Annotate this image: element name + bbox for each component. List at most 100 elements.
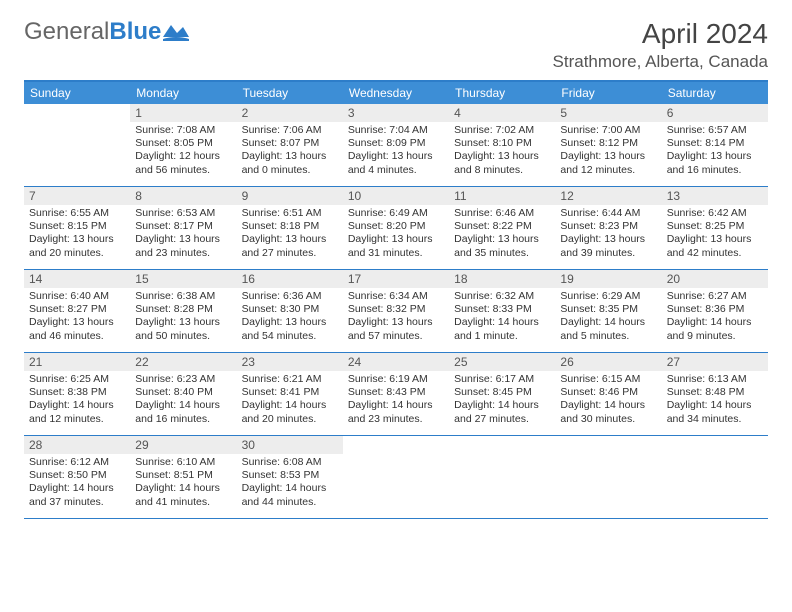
sunset-text: Sunset: 8:38 PM	[29, 386, 125, 399]
sunrise-text: Sunrise: 6:40 AM	[29, 290, 125, 303]
day-number: 27	[667, 355, 680, 369]
day-number-row: 5	[555, 104, 661, 122]
day-number-row: 25	[449, 353, 555, 371]
day-number-row: 2	[237, 104, 343, 122]
day-number: 5	[560, 106, 567, 120]
day-number-row: 22	[130, 353, 236, 371]
daylight-text: Daylight: 13 hours and 57 minutes.	[348, 316, 444, 342]
daylight-text: Daylight: 14 hours and 20 minutes.	[242, 399, 338, 425]
day-number-row: 11	[449, 187, 555, 205]
sunset-text: Sunset: 8:45 PM	[454, 386, 550, 399]
calendar-day: 4Sunrise: 7:02 AMSunset: 8:10 PMDaylight…	[449, 104, 555, 186]
daylight-text: Daylight: 13 hours and 4 minutes.	[348, 150, 444, 176]
sunset-text: Sunset: 8:20 PM	[348, 220, 444, 233]
calendar-day	[449, 436, 555, 518]
daylight-text: Daylight: 13 hours and 54 minutes.	[242, 316, 338, 342]
day-number: 11	[454, 189, 466, 203]
daylight-text: Daylight: 14 hours and 41 minutes.	[135, 482, 231, 508]
sunset-text: Sunset: 8:17 PM	[135, 220, 231, 233]
page-header: GeneralBlue April 2024 Strathmore, Alber…	[24, 18, 768, 72]
logo-text-1: General	[24, 18, 109, 46]
sunrise-text: Sunrise: 7:06 AM	[242, 124, 338, 137]
day-number: 15	[135, 272, 148, 286]
calendar-day: 27Sunrise: 6:13 AMSunset: 8:48 PMDayligh…	[662, 353, 768, 435]
daylight-text: Daylight: 13 hours and 35 minutes.	[454, 233, 550, 259]
month-title: April 2024	[553, 18, 768, 50]
sunset-text: Sunset: 8:50 PM	[29, 469, 125, 482]
daylight-text: Daylight: 14 hours and 9 minutes.	[667, 316, 763, 342]
daylight-text: Daylight: 13 hours and 42 minutes.	[667, 233, 763, 259]
day-number: 3	[348, 106, 355, 120]
calendar-day: 7Sunrise: 6:55 AMSunset: 8:15 PMDaylight…	[24, 187, 130, 269]
sunset-text: Sunset: 8:30 PM	[242, 303, 338, 316]
day-number: 14	[29, 272, 42, 286]
calendar-day	[24, 104, 130, 186]
day-number: 23	[242, 355, 255, 369]
calendar-day: 24Sunrise: 6:19 AMSunset: 8:43 PMDayligh…	[343, 353, 449, 435]
sunrise-text: Sunrise: 6:49 AM	[348, 207, 444, 220]
sunrise-text: Sunrise: 6:15 AM	[560, 373, 656, 386]
sunrise-text: Sunrise: 6:42 AM	[667, 207, 763, 220]
logo-wave-icon	[163, 23, 189, 41]
sunrise-text: Sunrise: 6:36 AM	[242, 290, 338, 303]
calendar-day: 21 Sunrise: 6:25 AMSunset: 8:38 PMDayligh…	[24, 353, 130, 435]
day-number: 21	[29, 355, 42, 369]
calendar-day: 26Sunrise: 6:15 AMSunset: 8:46 PMDayligh…	[555, 353, 661, 435]
day-number: 1	[135, 106, 142, 120]
daylight-text: Daylight: 13 hours and 23 minutes.	[135, 233, 231, 259]
daylight-text: Daylight: 14 hours and 23 minutes.	[348, 399, 444, 425]
calendar-day	[343, 436, 449, 518]
day-number: 26	[560, 355, 573, 369]
day-number-row	[343, 436, 449, 439]
calendar-day: 30Sunrise: 6:08 AMSunset: 8:53 PMDayligh…	[237, 436, 343, 518]
day-number-row: 13	[662, 187, 768, 205]
calendar-day: 16 Sunrise: 6:36 AMSunset: 8:30 PMDayligh…	[237, 270, 343, 352]
calendar-day	[555, 436, 661, 518]
calendar-day: 10Sunrise: 6:49 AMSunset: 8:20 PMDayligh…	[343, 187, 449, 269]
day-number-row: 30	[237, 436, 343, 454]
day-number: 6	[667, 106, 674, 120]
calendar-week: 28Sunrise: 6:12 AMSunset: 8:50 PMDayligh…	[24, 436, 768, 519]
daylight-text: Daylight: 14 hours and 12 minutes.	[29, 399, 125, 425]
sunrise-text: Sunrise: 6:29 AM	[560, 290, 656, 303]
daylight-text: Daylight: 14 hours and 34 minutes.	[667, 399, 763, 425]
sunset-text: Sunset: 8:23 PM	[560, 220, 656, 233]
day-number-row: 14	[24, 270, 130, 288]
day-number: 17	[348, 272, 361, 286]
day-number-row: 21	[24, 353, 130, 371]
daylight-text: Daylight: 13 hours and 46 minutes.	[29, 316, 125, 342]
calendar-week: 7Sunrise: 6:55 AMSunset: 8:15 PMDaylight…	[24, 187, 768, 270]
calendar-day: 6Sunrise: 6:57 AMSunset: 8:14 PMDaylight…	[662, 104, 768, 186]
sunset-text: Sunset: 8:14 PM	[667, 137, 763, 150]
day-number-row: 16	[237, 270, 343, 288]
day-number-row	[555, 436, 661, 439]
sunrise-text: Sunrise: 6:25 AM	[29, 373, 125, 386]
calendar-body: 1Sunrise: 7:08 AMSunset: 8:05 PMDaylight…	[24, 104, 768, 519]
sunrise-text: Sunrise: 6:21 AM	[242, 373, 338, 386]
sunrise-text: Sunrise: 7:02 AM	[454, 124, 550, 137]
day-number-row: 17	[343, 270, 449, 288]
daylight-text: Daylight: 14 hours and 1 minute.	[454, 316, 550, 342]
daylight-text: Daylight: 13 hours and 0 minutes.	[242, 150, 338, 176]
daylight-text: Daylight: 14 hours and 27 minutes.	[454, 399, 550, 425]
daylight-text: Daylight: 14 hours and 16 minutes.	[135, 399, 231, 425]
day-number-row: 29	[130, 436, 236, 454]
sunset-text: Sunset: 8:22 PM	[454, 220, 550, 233]
daylight-text: Daylight: 13 hours and 31 minutes.	[348, 233, 444, 259]
day-number-row: 27	[662, 353, 768, 371]
day-number-row: 15	[130, 270, 236, 288]
day-number-row: 7	[24, 187, 130, 205]
sunrise-text: Sunrise: 6:34 AM	[348, 290, 444, 303]
day-number: 24	[348, 355, 361, 369]
day-number-row	[449, 436, 555, 439]
day-number-row: 4	[449, 104, 555, 122]
sunset-text: Sunset: 8:46 PM	[560, 386, 656, 399]
sunrise-text: Sunrise: 6:32 AM	[454, 290, 550, 303]
weekday-label: Wednesday	[343, 82, 449, 104]
daylight-text: Daylight: 13 hours and 20 minutes.	[29, 233, 125, 259]
daylight-text: Daylight: 14 hours and 37 minutes.	[29, 482, 125, 508]
day-number: 29	[135, 438, 148, 452]
day-number: 20	[667, 272, 680, 286]
sunset-text: Sunset: 8:05 PM	[135, 137, 231, 150]
sunset-text: Sunset: 8:07 PM	[242, 137, 338, 150]
